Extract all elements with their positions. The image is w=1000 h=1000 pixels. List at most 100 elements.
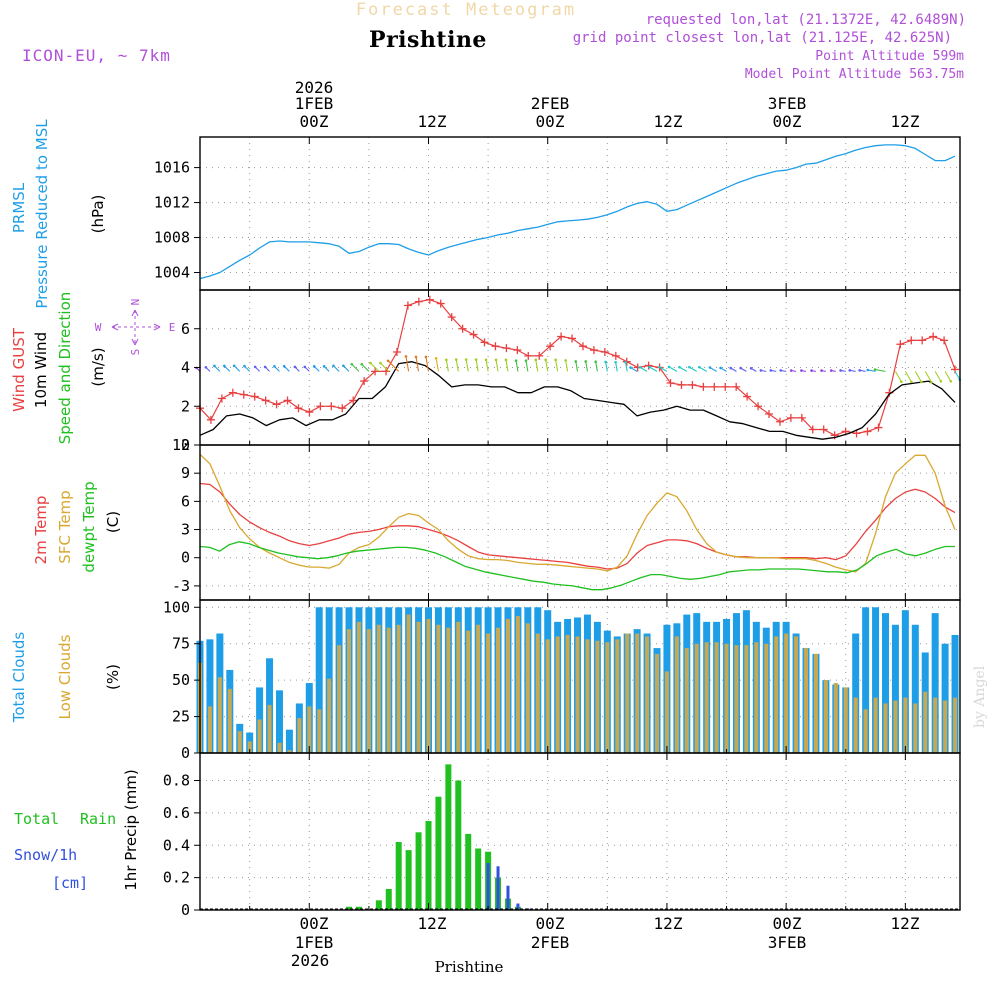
pressure-line <box>199 144 956 280</box>
precip-snow-units: [cm] <box>52 874 88 892</box>
low-clouds-bar <box>903 697 908 753</box>
gust-marker <box>305 408 314 417</box>
snow-bar <box>486 863 490 910</box>
wind-arrow-head <box>678 365 681 369</box>
wind-arrow-head <box>454 358 458 361</box>
gust-marker <box>589 346 598 355</box>
wind-direction-arrow <box>944 371 952 382</box>
compass-w-arrow <box>111 323 119 331</box>
gust-marker <box>217 394 226 403</box>
total-clouds-bar <box>315 607 323 753</box>
gust-marker <box>338 404 347 413</box>
total-clouds-bar <box>891 624 899 753</box>
top-year-label: 2026 <box>295 78 334 97</box>
wind-arrow-head <box>930 380 933 384</box>
wind-direction-arrow <box>585 361 588 372</box>
y-tick-label: 0 <box>181 744 190 762</box>
wind-direction-arrow <box>867 369 876 372</box>
rain-bar <box>395 842 402 910</box>
wind-direction-arrow <box>668 366 678 372</box>
sfc-temp-line <box>199 453 956 573</box>
wind-arrow-head <box>667 365 671 369</box>
wind-arrow-head <box>708 366 712 369</box>
gust-marker <box>480 338 489 347</box>
gust-marker <box>808 425 817 434</box>
gust-marker <box>622 357 631 366</box>
wind-direction-arrow <box>639 366 648 372</box>
low-clouds-bar <box>625 633 630 753</box>
bottom-hour-1: 12Z <box>418 914 447 933</box>
gust-marker <box>469 330 478 339</box>
low-clouds-bar <box>575 636 580 753</box>
wind-arrow-head <box>273 365 276 368</box>
gust-marker <box>568 334 577 343</box>
precip-ylabel: 1hr Precip (mm) <box>122 769 140 890</box>
low-clouds-bar <box>446 627 451 753</box>
low-clouds-bar <box>327 678 332 753</box>
gust-marker <box>491 342 500 351</box>
y-tick-label: 0 <box>181 436 190 454</box>
rain-bar <box>415 832 422 910</box>
wind-direction-arrow <box>380 362 390 372</box>
grid-point: grid point closest lon,lat (21.125E, 42.… <box>573 30 952 46</box>
gust-marker <box>677 380 686 389</box>
snow-bar <box>496 866 500 910</box>
top-hour-0: 00Z <box>300 112 329 131</box>
y-tick-label: 9 <box>181 464 190 482</box>
wind-direction-arrow <box>455 359 459 372</box>
total-clouds-bar <box>285 729 293 753</box>
requested-point: requested lon,lat (21.1372E, 42.6489N) <box>646 12 966 28</box>
gust-marker <box>392 348 401 356</box>
wind-arrow-head <box>544 358 547 362</box>
y-tick-label: 0.6 <box>163 804 190 822</box>
total-clouds-bar <box>862 607 870 753</box>
watermark: by Angel <box>972 665 988 728</box>
low-clouds-bar <box>267 704 272 753</box>
wind-direction-arrow <box>465 359 469 372</box>
compass-n-arrow <box>131 309 139 317</box>
gust-marker <box>557 332 566 341</box>
low-clouds-bar <box>734 645 739 753</box>
low-clouds-bar <box>307 706 312 753</box>
wind-arrow-head <box>759 369 763 372</box>
low-clouds-bar <box>505 618 510 753</box>
gust-marker <box>775 417 784 426</box>
wind-arrow-head <box>223 364 226 368</box>
wind-line <box>199 361 956 440</box>
wind-arrow-head <box>213 364 216 368</box>
low-clouds-bar <box>356 621 361 753</box>
wind-arrow-head <box>350 362 354 366</box>
wind-arrow-head <box>253 365 257 369</box>
low-clouds-bar <box>386 627 391 753</box>
compass-w: W <box>95 321 102 334</box>
wind-arrow-head <box>900 380 903 384</box>
wind-arrow-head <box>564 359 567 362</box>
low-clouds-bar <box>664 671 669 753</box>
bottom-hour-0: 00Z <box>300 914 329 933</box>
y-tick-label: -3 <box>172 577 190 595</box>
low-clouds-bar <box>804 648 809 753</box>
low-clouds-bar <box>337 645 342 753</box>
wind-label: 10m Wind <box>32 332 50 408</box>
wind-direction-arrow <box>515 360 519 372</box>
wind-arrow-head <box>424 355 428 359</box>
gust-marker <box>316 402 325 411</box>
low-clouds-bar <box>813 653 818 753</box>
top-hour-3: 12Z <box>654 112 683 131</box>
wind-arrow-head <box>342 364 345 368</box>
prmsl-desc-label: Pressure Reduced to MSL <box>33 119 51 309</box>
wind-arrow-head <box>949 379 953 383</box>
wind-arrow-head <box>858 369 861 372</box>
wind-direction-arrow <box>525 360 529 372</box>
low-clouds-bar <box>833 683 838 753</box>
rain-bar <box>346 906 353 910</box>
wind-direction-arrow <box>954 371 961 380</box>
gust-marker <box>349 396 358 405</box>
wind-arrow-head <box>574 360 578 363</box>
compass-rose: N S W E <box>95 299 176 356</box>
wind-direction-arrow <box>361 363 370 372</box>
wind-arrow-head <box>303 365 307 369</box>
compass-s: S <box>129 349 142 356</box>
y-tick-label: 75 <box>172 635 190 653</box>
gust-marker <box>907 336 916 345</box>
